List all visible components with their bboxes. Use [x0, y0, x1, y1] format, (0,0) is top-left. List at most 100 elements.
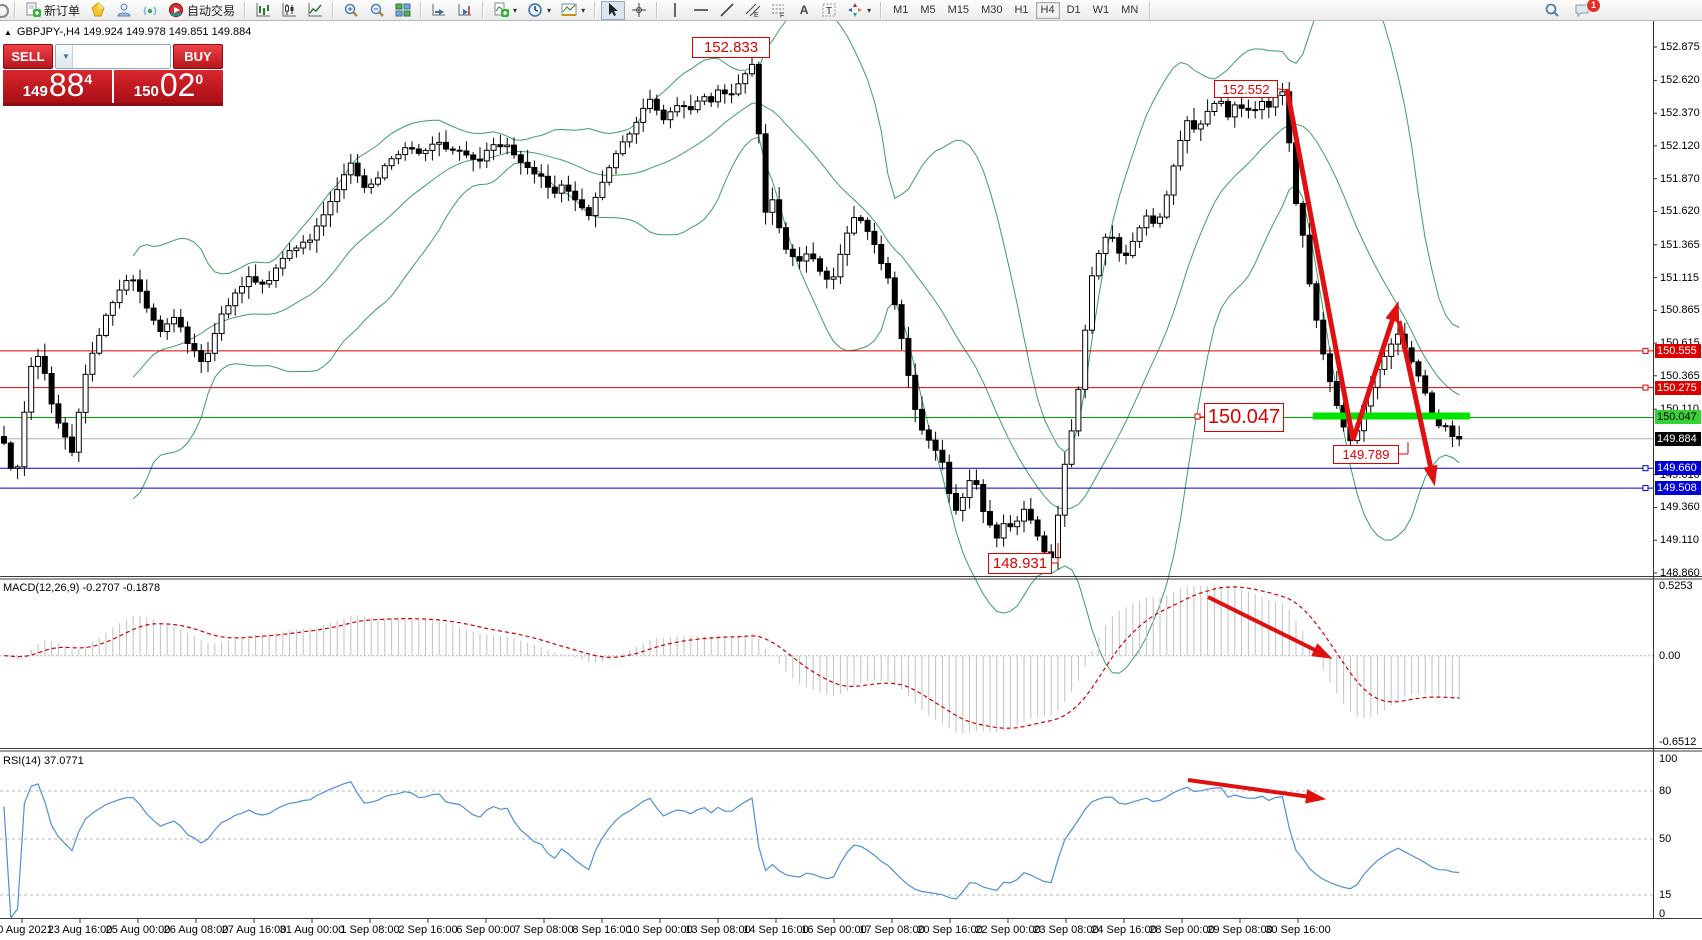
time-axis-label: 14 Sep 16:00: [743, 924, 809, 936]
timeframe-H1[interactable]: H1: [1009, 2, 1033, 19]
one-click-trading-panel: SELL ▼ ▲ BUY 149 88 4 150 02 0: [3, 44, 223, 106]
time-axis-label: 8 Sep 16:00: [572, 924, 632, 936]
annotation-connectors: [757, 47, 1409, 564]
new-order-label: 新订单: [44, 3, 81, 18]
pane-separators[interactable]: [0, 576, 1702, 919]
bid-price[interactable]: 149 88 4: [3, 67, 112, 103]
metaeditor-icon: [90, 2, 106, 18]
price-annotation[interactable]: 152.833: [692, 37, 770, 58]
rsi-line: [3, 780, 1460, 920]
sell-button[interactable]: SELL: [3, 44, 53, 69]
timeframe-M30[interactable]: M30: [976, 2, 1007, 19]
new-order-icon: [25, 2, 41, 18]
autotrading-button[interactable]: 自动交易: [164, 1, 239, 20]
timeframe-M15[interactable]: M15: [943, 2, 974, 19]
periods-button[interactable]: ▾: [523, 1, 555, 20]
timeframe-W1[interactable]: W1: [1088, 2, 1115, 19]
indicators-button[interactable]: ▾: [489, 1, 521, 20]
price-annotation[interactable]: 149.789: [1333, 445, 1399, 464]
candlestick-chart-button[interactable]: [277, 1, 301, 20]
time-axis-label: 2 Sep 16:00: [398, 924, 458, 936]
symbol-ohlc-text: GBPJPY-,H4 149.924 149.978 149.851 149.8…: [16, 26, 252, 38]
crosshair-tool-button[interactable]: [627, 1, 651, 20]
text-tool-button[interactable]: A: [793, 1, 815, 20]
buy-button[interactable]: BUY: [173, 44, 223, 69]
text-tool-icon: A: [799, 3, 809, 17]
autoscroll-button[interactable]: [427, 1, 451, 20]
new-order-button[interactable]: 新订单: [21, 1, 84, 20]
chart-shift-button[interactable]: [453, 1, 477, 20]
volume-decrease-button[interactable]: ▼: [56, 45, 73, 68]
toolbar-separator: [1149, 2, 1152, 18]
arrows-tool-button[interactable]: ▾: [843, 1, 875, 20]
svg-text:F: F: [780, 13, 784, 19]
autoscroll-icon: [431, 2, 447, 18]
time-axis-label: 10 Sep 00:00: [627, 924, 693, 936]
price-annotation[interactable]: 150.047: [1204, 403, 1284, 432]
autotrading-icon: [168, 2, 184, 18]
chart-shift-icon: [457, 2, 473, 18]
price-tick-label: 151.365: [1660, 239, 1700, 251]
price-tag: 149.884: [1655, 432, 1701, 446]
metaeditor-button[interactable]: [86, 1, 110, 20]
ask-big-digits: 02: [159, 67, 196, 103]
timeframe-MN[interactable]: MN: [1116, 2, 1143, 19]
timeframe-M5[interactable]: M5: [915, 2, 940, 19]
dropdown-caret: ▾: [547, 5, 552, 15]
price-chart-canvas[interactable]: [0, 21, 1702, 940]
ask-price[interactable]: 150 02 0: [114, 67, 223, 103]
fibonacci-tool-button[interactable]: F: [767, 1, 791, 20]
price-tick-label: 148.860: [1660, 567, 1700, 579]
signals-button[interactable]: [138, 1, 162, 20]
templates-button[interactable]: ▾: [557, 1, 589, 20]
tile-windows-button[interactable]: [391, 1, 415, 20]
time-axis-label: 24 Sep 16:00: [1091, 924, 1157, 936]
autotrading-label: 自动交易: [187, 3, 236, 18]
price-tick-label: 152.370: [1660, 107, 1700, 119]
search-icon: [1544, 2, 1560, 18]
rsi-axis-label: 80: [1659, 785, 1672, 797]
price-annotation[interactable]: 152.552: [1214, 80, 1278, 98]
symbol-line: ▲ GBPJPY-,H4 149.924 149.978 149.851 149…: [4, 26, 251, 38]
bar-chart-button[interactable]: [251, 1, 275, 20]
macd-axis-label: 0.00: [1659, 650, 1681, 662]
search-button[interactable]: [1540, 1, 1564, 20]
trendline-tool-button[interactable]: [715, 1, 739, 20]
timeframe-H4[interactable]: H4: [1035, 1, 1060, 19]
toolbar-separator: [244, 2, 247, 18]
ask-prefix: 150: [133, 83, 159, 100]
clipped-icon: [0, 2, 9, 18]
horizontal-line-tool-button[interactable]: [689, 1, 713, 20]
channel-tool-button[interactable]: E: [741, 1, 765, 20]
price-tag: 150.047: [1655, 410, 1701, 424]
timeframe-D1[interactable]: D1: [1062, 2, 1086, 19]
cursor-tool-button[interactable]: [601, 0, 626, 20]
profile-button[interactable]: [112, 1, 136, 20]
bid-big-digits: 88: [48, 67, 85, 103]
zoom-in-button[interactable]: [339, 1, 363, 20]
trendline-icon: [719, 2, 735, 18]
text-label-tool-button[interactable]: T: [817, 1, 841, 20]
trend-arrows[interactable]: [1187, 88, 1438, 804]
line-chart-button[interactable]: [303, 1, 327, 20]
time-axis-label: 7 Sep 08:00: [514, 924, 574, 936]
price-tick-label: 152.120: [1660, 140, 1700, 152]
price-tag: 150.555: [1655, 344, 1701, 358]
timeframe-M1[interactable]: M1: [888, 2, 913, 19]
price-tick-label: 152.875: [1660, 41, 1700, 53]
ask-pip-digit: 0: [195, 71, 204, 87]
price-tick-label: 151.870: [1660, 173, 1700, 185]
chat-button[interactable]: 1: [1570, 0, 1601, 20]
volume-input[interactable]: [73, 45, 170, 68]
bid-pip-digit: 4: [84, 71, 93, 87]
vertical-line-tool-button[interactable]: [663, 1, 687, 20]
toolbar-separator: [482, 2, 485, 18]
zoom-out-button[interactable]: [365, 1, 389, 20]
fibonacci-icon: F: [771, 2, 787, 20]
price-tag: 150.275: [1655, 381, 1701, 395]
price-annotation[interactable]: 148.931: [988, 553, 1052, 574]
candlestick-chart-icon: [281, 2, 297, 18]
chart-area[interactable]: ▲ GBPJPY-,H4 149.924 149.978 149.851 149…: [0, 21, 1702, 940]
time-axis-label: 6 Sep 00:00: [456, 924, 516, 936]
time-axis-label: 20 Sep 16:00: [917, 924, 983, 936]
